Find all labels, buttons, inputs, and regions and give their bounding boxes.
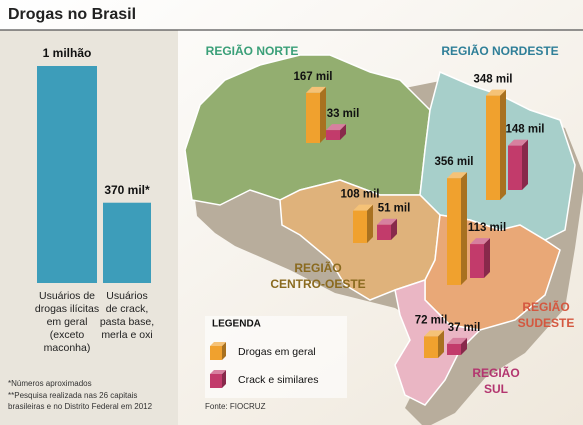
value-label: 148 mil xyxy=(506,124,545,136)
region-label: SUDESTE xyxy=(518,316,575,330)
bar-top xyxy=(447,172,467,179)
bar xyxy=(353,210,367,243)
bar-side xyxy=(522,139,528,190)
bar xyxy=(470,244,484,278)
bar-top xyxy=(508,139,528,146)
category-label: em geral xyxy=(47,316,88,328)
value-label: 348 mil xyxy=(474,74,513,86)
title: Drogas no Brasil xyxy=(8,6,136,23)
value-label: 370 mil* xyxy=(104,183,150,197)
note: *Números aproximados xyxy=(8,379,92,388)
bar xyxy=(424,336,438,358)
bar-top xyxy=(353,204,373,211)
value-label: 1 milhão xyxy=(43,46,92,60)
value-label: 51 mil xyxy=(378,203,411,215)
bar-side xyxy=(484,238,490,278)
region-label: REGIÃO xyxy=(294,260,341,275)
value-label: 167 mil xyxy=(294,71,333,83)
value-label: 33 mil xyxy=(327,108,360,120)
note: **Pesquisa realizada nas 26 capitais xyxy=(8,391,137,400)
value-label: 356 mil xyxy=(435,156,474,168)
bar xyxy=(377,224,391,240)
legend-swatch-side xyxy=(222,370,226,388)
value-label: 72 mil xyxy=(415,314,448,326)
value-label: 108 mil xyxy=(341,189,380,201)
bar-top xyxy=(447,337,467,344)
value-label: 113 mil xyxy=(468,222,506,234)
bar-top xyxy=(470,238,490,245)
value-label: 37 mil xyxy=(448,322,481,334)
category-label: Usuários de xyxy=(39,290,95,302)
bar-side xyxy=(461,337,467,355)
category-label: Usuários xyxy=(106,290,147,302)
category-label: de crack, xyxy=(106,303,149,315)
bar-side xyxy=(367,204,373,243)
region-label: CENTRO-OESTE xyxy=(270,277,365,291)
legend-label: Drogas em geral xyxy=(238,346,316,358)
bar xyxy=(486,95,500,200)
legend-title: LEGENDA xyxy=(212,319,261,330)
bar-side xyxy=(461,172,467,285)
category-label: pasta base, xyxy=(100,316,154,328)
bar-side xyxy=(340,124,346,140)
legend-swatch xyxy=(210,374,222,388)
legend-swatch-top xyxy=(210,342,226,346)
category-label: merla e oxi xyxy=(101,329,152,341)
bar xyxy=(447,343,461,355)
legend-swatch-top xyxy=(210,370,226,374)
source: Fonte: FIOCRUZ xyxy=(205,402,266,411)
region-label: REGIÃO xyxy=(522,299,569,314)
bar-side xyxy=(320,86,326,143)
category-label: maconha) xyxy=(44,342,91,354)
note: brasileiras e no Distrito Federal em 201… xyxy=(8,402,153,411)
bar-top xyxy=(377,218,397,225)
bar-side xyxy=(391,218,397,240)
category-label: (exceto xyxy=(50,329,85,341)
bar-top xyxy=(486,89,506,96)
bar-side xyxy=(500,89,506,200)
region-label: SUL xyxy=(484,382,508,396)
category-label: drogas ilícitas xyxy=(35,303,99,315)
legend-swatch-side xyxy=(222,342,226,360)
bar xyxy=(103,202,151,283)
bar xyxy=(508,145,522,190)
legend-box xyxy=(205,316,347,398)
legend-label: Crack e similares xyxy=(238,374,319,386)
legend-swatch xyxy=(210,346,222,360)
bar-top xyxy=(424,330,444,337)
region-label: REGIÃO NORDESTE xyxy=(441,43,558,58)
bar xyxy=(37,66,97,283)
bar xyxy=(306,92,320,143)
bar xyxy=(447,178,461,285)
bar-top xyxy=(326,124,346,131)
bar-side xyxy=(438,330,444,358)
region-label: REGIÃO NORTE xyxy=(206,43,299,58)
bar xyxy=(326,130,340,140)
region-label: REGIÃO xyxy=(472,365,519,380)
bar-top xyxy=(306,86,326,93)
